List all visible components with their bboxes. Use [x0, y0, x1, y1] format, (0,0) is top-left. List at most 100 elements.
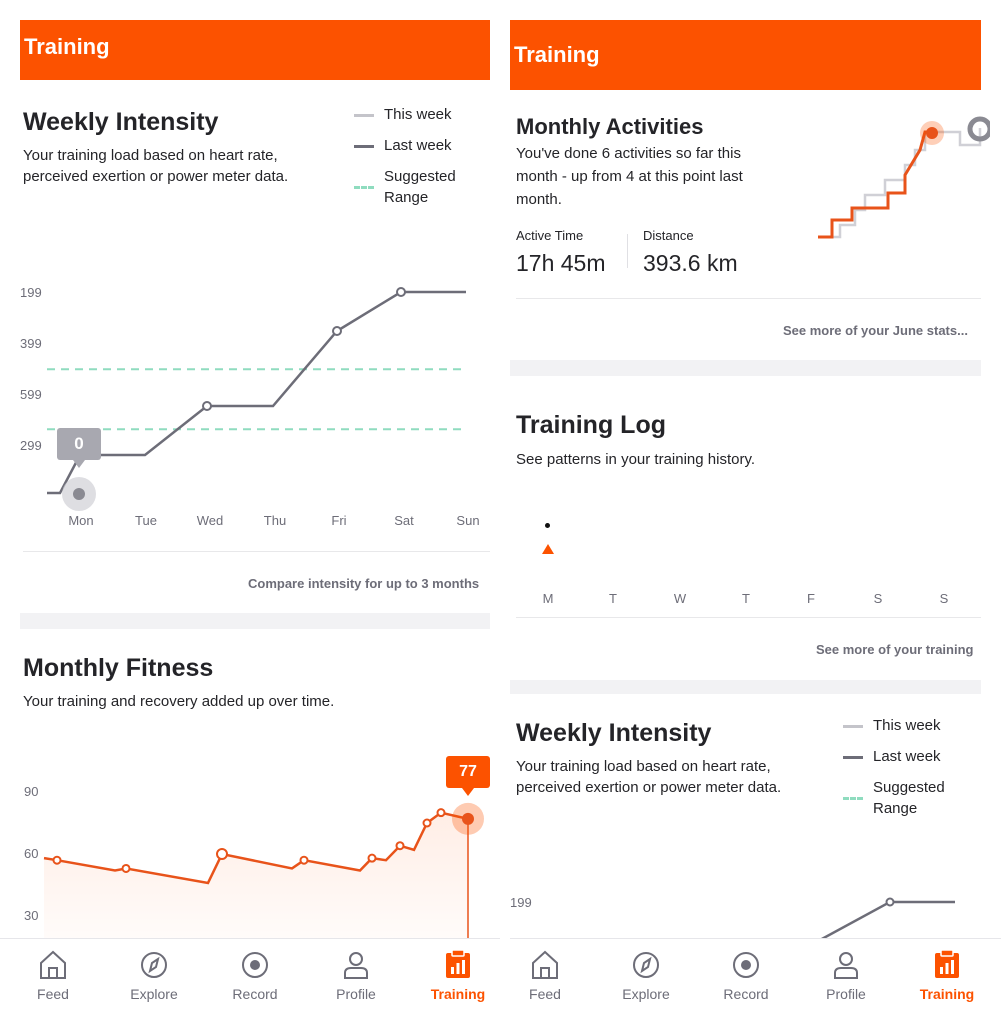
training-log-description: See patterns in your training history. [516, 451, 756, 468]
legend-this-week-swatch [354, 114, 374, 117]
y-tick: 299 [20, 438, 42, 453]
tab-record[interactable]: Record [205, 939, 305, 1024]
day-label: W [673, 591, 687, 606]
last-month-marker [967, 116, 990, 142]
training-log-activity-marker [542, 544, 554, 554]
x-tick: Fri [331, 513, 347, 528]
tab-feed[interactable]: Feed [510, 939, 595, 1024]
tab-explore[interactable]: Explore [596, 939, 696, 1024]
current-value-tooltip: 0 [57, 428, 101, 460]
y-tick: 30 [24, 908, 39, 923]
y-tick: 199 [20, 285, 42, 300]
data-point [52, 855, 62, 865]
legend-suggested-swatch [354, 186, 374, 189]
day-label: S [939, 591, 949, 606]
this-month-marker [926, 127, 938, 139]
fitness-area [44, 812, 468, 940]
tab-label: Training [919, 986, 975, 1002]
tab-label: Explore [622, 986, 670, 1002]
x-tick: Sun [456, 513, 480, 528]
header-bar: Training [20, 20, 490, 80]
right-screen: Training Monthly Activities You've done … [510, 0, 1001, 1024]
person-icon [344, 952, 368, 979]
home-icon [40, 950, 66, 979]
tab-feed[interactable]: Feed [3, 939, 103, 1024]
y-tick: 90 [24, 784, 39, 799]
monthly-fitness-chart [43, 802, 484, 940]
legend-last-week-swatch [354, 145, 374, 148]
tab-training[interactable]: Training [408, 939, 500, 1024]
data-point [202, 401, 212, 411]
legend-suggested-range: Suggested Range [873, 777, 945, 819]
description-line: Your training load based on heart rate, [516, 758, 771, 775]
tab-label: Profile [826, 986, 866, 1002]
this-month-line [818, 130, 932, 239]
day-label: F [807, 591, 815, 606]
legend-last-week: Last week [384, 137, 452, 154]
weekly-intensity-chart-partial [819, 897, 955, 940]
section-gap [510, 680, 981, 694]
divider [23, 551, 490, 552]
tab-label: Record [723, 986, 769, 1002]
data-point [332, 326, 342, 336]
compare-intensity-link[interactable]: Compare intensity for up to 3 months [248, 576, 480, 591]
tooltip-pointer [462, 788, 474, 796]
monthly-fitness-title: Monthly Fitness [23, 654, 214, 682]
header-bar: Training [510, 20, 981, 90]
legend-this-week-swatch [843, 725, 863, 728]
monthly-activities-description: You've done 6 activities so far this mon… [516, 142, 806, 211]
training-history-link[interactable]: See more of your training [816, 642, 974, 657]
divider [516, 617, 981, 618]
tab-explore[interactable]: Explore [104, 939, 204, 1024]
current-day-marker [73, 488, 85, 500]
data-point [299, 855, 309, 865]
compass-icon [633, 952, 659, 978]
tab-training[interactable]: Training [897, 939, 997, 1024]
monthly-fitness-description: Your training and recovery added up over… [23, 693, 335, 710]
page-title: Training [514, 42, 600, 67]
day-label: M [542, 591, 554, 606]
x-tick: Mon [68, 513, 94, 528]
y-tick: 399 [20, 336, 42, 351]
data-point [121, 863, 131, 873]
distance-label: Distance [643, 228, 694, 243]
data-point [395, 841, 405, 851]
training-log-title: Training Log [516, 411, 666, 439]
tooltip-pointer [73, 460, 85, 468]
tab-profile[interactable]: Profile [306, 939, 406, 1024]
bottom-tab-bar: Feed Explore Record Profile Training [0, 938, 500, 1024]
weekly-intensity-title: Weekly Intensity [23, 108, 219, 136]
data-point [422, 818, 432, 828]
x-tick: Tue [135, 513, 157, 528]
legend-suggested-line: Range [384, 189, 429, 206]
legend-this-week: This week [384, 106, 452, 123]
fitness-line [43, 811, 469, 885]
legend-this-week: This week [873, 717, 941, 734]
fitness-current-value: 77 [459, 763, 477, 780]
legend-last-week: Last week [873, 748, 941, 765]
section-gap [20, 613, 490, 629]
tab-label: Profile [336, 986, 376, 1002]
tab-label: Feed [37, 986, 69, 1002]
fitness-value-tooltip: 77 [446, 756, 490, 788]
x-tick: Sat [394, 513, 414, 528]
tab-profile[interactable]: Profile [796, 939, 896, 1024]
left-screen: Training Weekly Intensity Your training … [0, 0, 500, 1024]
june-stats-link[interactable]: See more of your June stats... [783, 323, 968, 338]
tab-label: Record [232, 986, 278, 1002]
panel-gutter [500, 0, 510, 1024]
description-line: perceived exertion or power meter data. [516, 779, 782, 796]
data-point [396, 287, 406, 297]
x-tick: Thu [263, 513, 287, 528]
monthly-activities-chart [818, 116, 990, 239]
description-line: Your training load based on heart rate, [23, 147, 278, 164]
data-point [885, 897, 895, 907]
description-line: month - up from 4 at this point last [516, 168, 743, 185]
legend-suggested-range: Suggested Range [384, 166, 456, 208]
record-icon [733, 952, 759, 978]
y-tick: 599 [20, 387, 42, 402]
tab-record[interactable]: Record [696, 939, 796, 1024]
last-week-line [819, 900, 955, 940]
legend-suggested-swatch [843, 797, 863, 800]
person-icon [834, 952, 858, 979]
